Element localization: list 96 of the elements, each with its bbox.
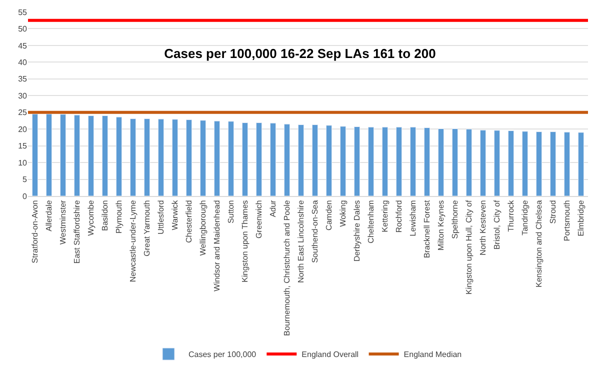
x-tick-label: North Kesteven (478, 200, 488, 256)
bar (396, 126, 402, 196)
x-tick-label: Westminster (58, 200, 68, 245)
x-tick-label: Bracknell Forest (422, 199, 432, 258)
x-tick-label: Uttlesford (156, 200, 166, 234)
bar (480, 130, 486, 196)
text: Cases per 100,000 16-22 Sep LAs 161 to 200 (164, 46, 436, 62)
bar (550, 132, 556, 196)
y-tick-label: 5 (22, 175, 28, 184)
x-tick-label: East Staffordshire (72, 200, 82, 264)
x-tick-label: Camden (324, 200, 334, 230)
bar (88, 115, 94, 196)
bar (214, 120, 220, 196)
x-tick-label: Kensington and Chelsea (534, 200, 544, 288)
x-tick-label: Derbyshire Dales (352, 200, 362, 262)
x-tick-label: Lewisham (408, 200, 418, 236)
y-tick-label: 10 (18, 158, 28, 168)
bar (116, 116, 122, 196)
x-tick-label: Stratford-on-Avon (30, 200, 40, 264)
bar (200, 120, 206, 196)
x-tick-label: Portsmouth (562, 200, 572, 242)
bar (452, 128, 458, 196)
x-tick-label: Allerdale (44, 200, 54, 232)
bar (312, 124, 318, 196)
x-tick-label: Windsor and Maidenhead (212, 200, 222, 292)
bar (298, 124, 304, 196)
x-tick-label: Bristol, City of (492, 199, 502, 250)
bar (508, 130, 514, 196)
x-tick-label: Milton Keynes (436, 200, 446, 250)
y-tick-label: 50 (18, 24, 28, 34)
x-tick-label: Thurrock (506, 199, 516, 232)
bar (578, 132, 584, 196)
legend-label: England Median (404, 350, 462, 360)
bar (228, 121, 234, 196)
x-tick-label: Greenwich (254, 200, 264, 238)
bar (536, 132, 542, 196)
x-tick-label: Kingston upon Hull, City of (464, 199, 474, 294)
y-tick-label: 15 (18, 142, 28, 151)
legend-label: Cases per 100,000 (188, 350, 257, 360)
x-tick-label: Elmbridge (576, 200, 586, 236)
bar (158, 118, 164, 196)
x-tick-label: Adur (268, 200, 278, 218)
bar (354, 126, 360, 196)
bar (340, 126, 346, 196)
bar (382, 126, 388, 196)
bar (186, 119, 192, 196)
bar (172, 119, 178, 196)
y-tick-label: 40 (18, 58, 28, 67)
x-tick-label: Spelthorne (450, 200, 460, 239)
bar (564, 132, 570, 196)
x-tick-label: Basildon (100, 200, 110, 231)
x-tick-label: Warwick (170, 199, 180, 230)
y-tick-label: 55 (18, 8, 28, 17)
bar (74, 114, 80, 196)
y-tick-label: 30 (18, 91, 28, 100)
y-tick-label: 0 (22, 192, 28, 201)
x-tick-label: Woking (338, 200, 348, 227)
bar (284, 124, 290, 196)
bar (144, 118, 150, 196)
x-tick-label: Newcastle-under-Lyme (128, 200, 138, 282)
x-tick-label: Kettering (380, 200, 390, 232)
bar (32, 114, 38, 196)
x-tick-label: North East Lincolnshire (296, 200, 306, 283)
bar (46, 114, 52, 196)
x-tick-label: Kingston upon Thames (240, 200, 250, 282)
bar (494, 130, 500, 196)
bar (424, 128, 430, 196)
x-tick-label: Southend-on-Sea (310, 200, 320, 263)
legend-label: England Overall (302, 350, 359, 360)
y-tick-label: 25 (18, 108, 28, 118)
x-tick-label: Stroud (548, 200, 558, 224)
x-tick-label: Sutton (226, 200, 236, 224)
bar (438, 128, 444, 196)
x-tick-label: Plymouth (114, 200, 124, 234)
bar (368, 126, 374, 196)
y-tick-label: 45 (18, 41, 28, 50)
x-tick-label: Tandridge (520, 200, 530, 236)
x-tick-label: Wellingborough (198, 200, 208, 256)
bar (270, 122, 276, 196)
x-tick-label: Cheltenham (366, 200, 376, 244)
bar (256, 122, 262, 196)
bar (242, 122, 248, 196)
y-tick-label: 20 (18, 124, 28, 134)
x-tick-label: Chesterfield (184, 200, 194, 243)
bar (522, 131, 528, 196)
x-tick-label: Bournemouth, Christchurch and Poole (282, 200, 292, 336)
x-tick-label: Rochford (394, 200, 404, 233)
x-tick-label: Wycombe (86, 200, 96, 236)
bar (102, 115, 108, 196)
bar (410, 126, 416, 196)
bar (326, 125, 332, 196)
y-tick-label: 35 (18, 74, 28, 84)
bar (60, 114, 66, 196)
bar (130, 118, 136, 196)
x-tick-label: Great Yarmouth (142, 200, 152, 256)
bar (466, 128, 472, 196)
